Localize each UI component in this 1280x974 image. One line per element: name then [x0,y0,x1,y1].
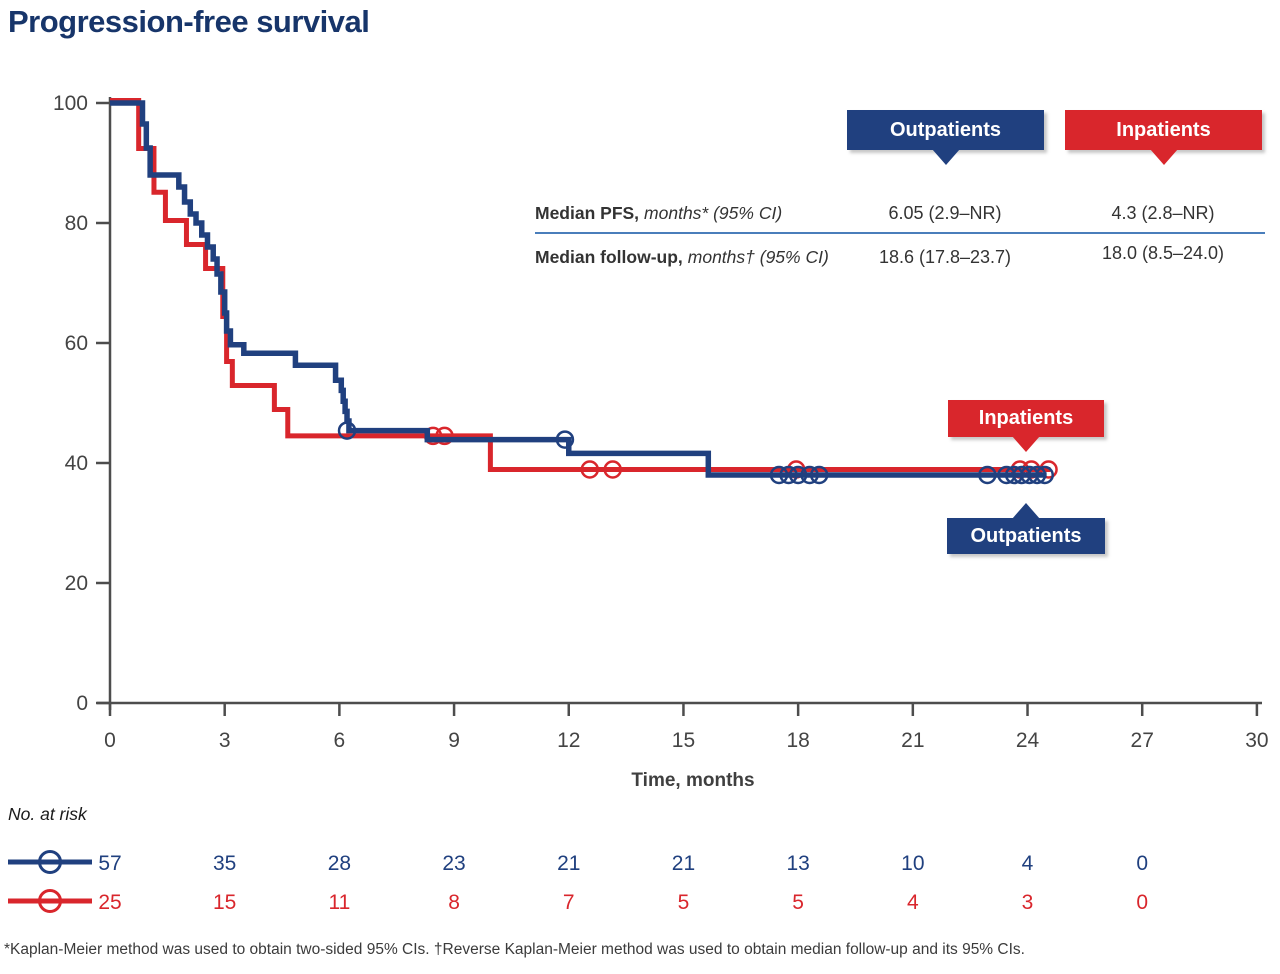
pointer-down-icon [931,149,960,165]
x-tick-label: 27 [1131,729,1154,752]
at-risk-value: 0 [1136,852,1148,875]
censor-mark-icon [555,430,575,449]
y-tick-label: 20 [65,572,88,595]
censor-mark-icon [788,465,808,485]
x-axis-title: Time, months [631,770,755,791]
y-tick-label: 60 [65,332,88,355]
page-title: Progression-free survival [8,4,370,39]
at-risk-value: 35 [213,852,236,875]
pointer-down-icon [1012,436,1040,452]
at-risk-value: 23 [442,852,465,875]
median-pfs-inpatients-value: 4.3 (2.8–NR) [1111,203,1215,223]
at-risk-value: 3 [1022,891,1034,914]
at-risk-value: 13 [786,852,809,875]
footnote: *Kaplan-Meier method was used to obtain … [4,941,1025,958]
censor-mark-icon [1035,465,1054,485]
inpatients-curve-tag: Inpatients [948,400,1104,452]
legend-censor-icon [38,889,62,913]
x-tick-label: 24 [1016,729,1040,752]
inpatients-curve-tag-label: Inpatients [978,407,1074,429]
at-risk-value: 10 [901,852,924,875]
at-risk-value: 57 [98,852,121,875]
at-risk-value: 11 [328,891,350,914]
at-risk-heading: No. at risk [8,804,87,824]
at-risk-value: 25 [98,891,121,914]
y-tick-label: 80 [65,212,88,235]
censor-mark-icon [769,465,789,485]
outpatients-censor-marks [337,421,1054,485]
x-tick-label: 30 [1245,729,1268,752]
x-tick-label: 18 [786,729,809,752]
at-risk-value: 5 [678,891,690,914]
median-followup-row-label: Median follow-up, months† (95% CI) [535,247,865,268]
median-followup-outpatients-value: 18.6 (17.8–23.7) [878,247,1012,267]
at-risk-value: 28 [328,852,351,875]
median-pfs-label-bold: Median PFS, [535,203,640,223]
y-tick-label: 100 [53,92,88,115]
median-pfs-outpatients-value: 6.05 (2.9–NR) [888,203,1002,223]
median-pfs-row-label: Median PFS, months* (95% CI) [535,203,865,224]
x-tick-label: 3 [219,729,231,752]
at-risk-value: 15 [213,891,236,914]
inpatients-header-tag: Inpatients [1065,110,1262,165]
at-risk-value: 5 [792,891,804,914]
at-risk-value: 21 [557,852,580,875]
pointer-up-icon [1012,503,1040,519]
x-tick-label: 12 [557,729,580,752]
inpatients-curve [110,98,1051,472]
inpatients-header-label: Inpatients [1116,118,1211,141]
outpatients-series [110,100,1054,485]
outpatients-curve-tag-label: Outpatients [970,524,1082,547]
at-risk-row-inpatients: 25 15 11 8 7 5 5 4 3 0 [8,889,1148,914]
pointer-down-icon [1149,149,1178,165]
table-divider [535,232,1265,234]
y-tick-label: 40 [65,452,88,475]
at-risk-value: 0 [1136,891,1148,914]
inpatients-series [110,98,1058,479]
x-tick-label: 0 [104,729,116,752]
censor-mark-icon [337,421,357,440]
legend-censor-icon [38,850,62,874]
median-pfs-label-italic: months* (95% CI) [644,203,783,223]
outpatients-curve-tag: Outpatients [947,503,1105,554]
at-risk-value: 7 [563,891,575,914]
x-tick-label: 15 [672,729,695,752]
censor-mark-icon [603,460,622,479]
x-tick-label: 6 [334,729,346,752]
median-followup-label-italic: months† (95% CI) [687,247,829,267]
censor-mark-icon [809,465,829,485]
at-risk-value: 4 [1022,852,1034,875]
median-followup-inpatients-value: 18.0 (8.5–24.0) [1101,243,1225,263]
at-risk-value: 4 [907,891,919,914]
axes: 100 80 60 40 20 00 3 6 9 12 15 18 21 24 27 30 [53,92,1269,752]
censor-mark-icon [1027,465,1047,485]
outpatients-header-label: Outpatients [889,118,1002,141]
median-followup-label-bold: Median follow-up, [535,247,683,267]
y-tick-label: 0 [76,692,88,715]
outpatients-header-tag: Outpatients [847,110,1044,165]
censor-mark-icon [435,426,454,446]
censor-mark-icon [978,465,997,485]
at-risk-value: 21 [672,852,695,875]
censor-mark-icon [580,460,600,479]
at-risk-row-outpatients: 57 35 28 23 21 21 13 10 4 0 [8,850,1148,875]
censor-mark-icon [800,465,819,485]
x-tick-label: 9 [448,729,460,752]
censor-mark-icon [779,465,798,485]
x-tick-label: 21 [901,729,924,752]
at-risk-value: 8 [448,891,460,914]
outpatients-curve [110,100,1047,478]
